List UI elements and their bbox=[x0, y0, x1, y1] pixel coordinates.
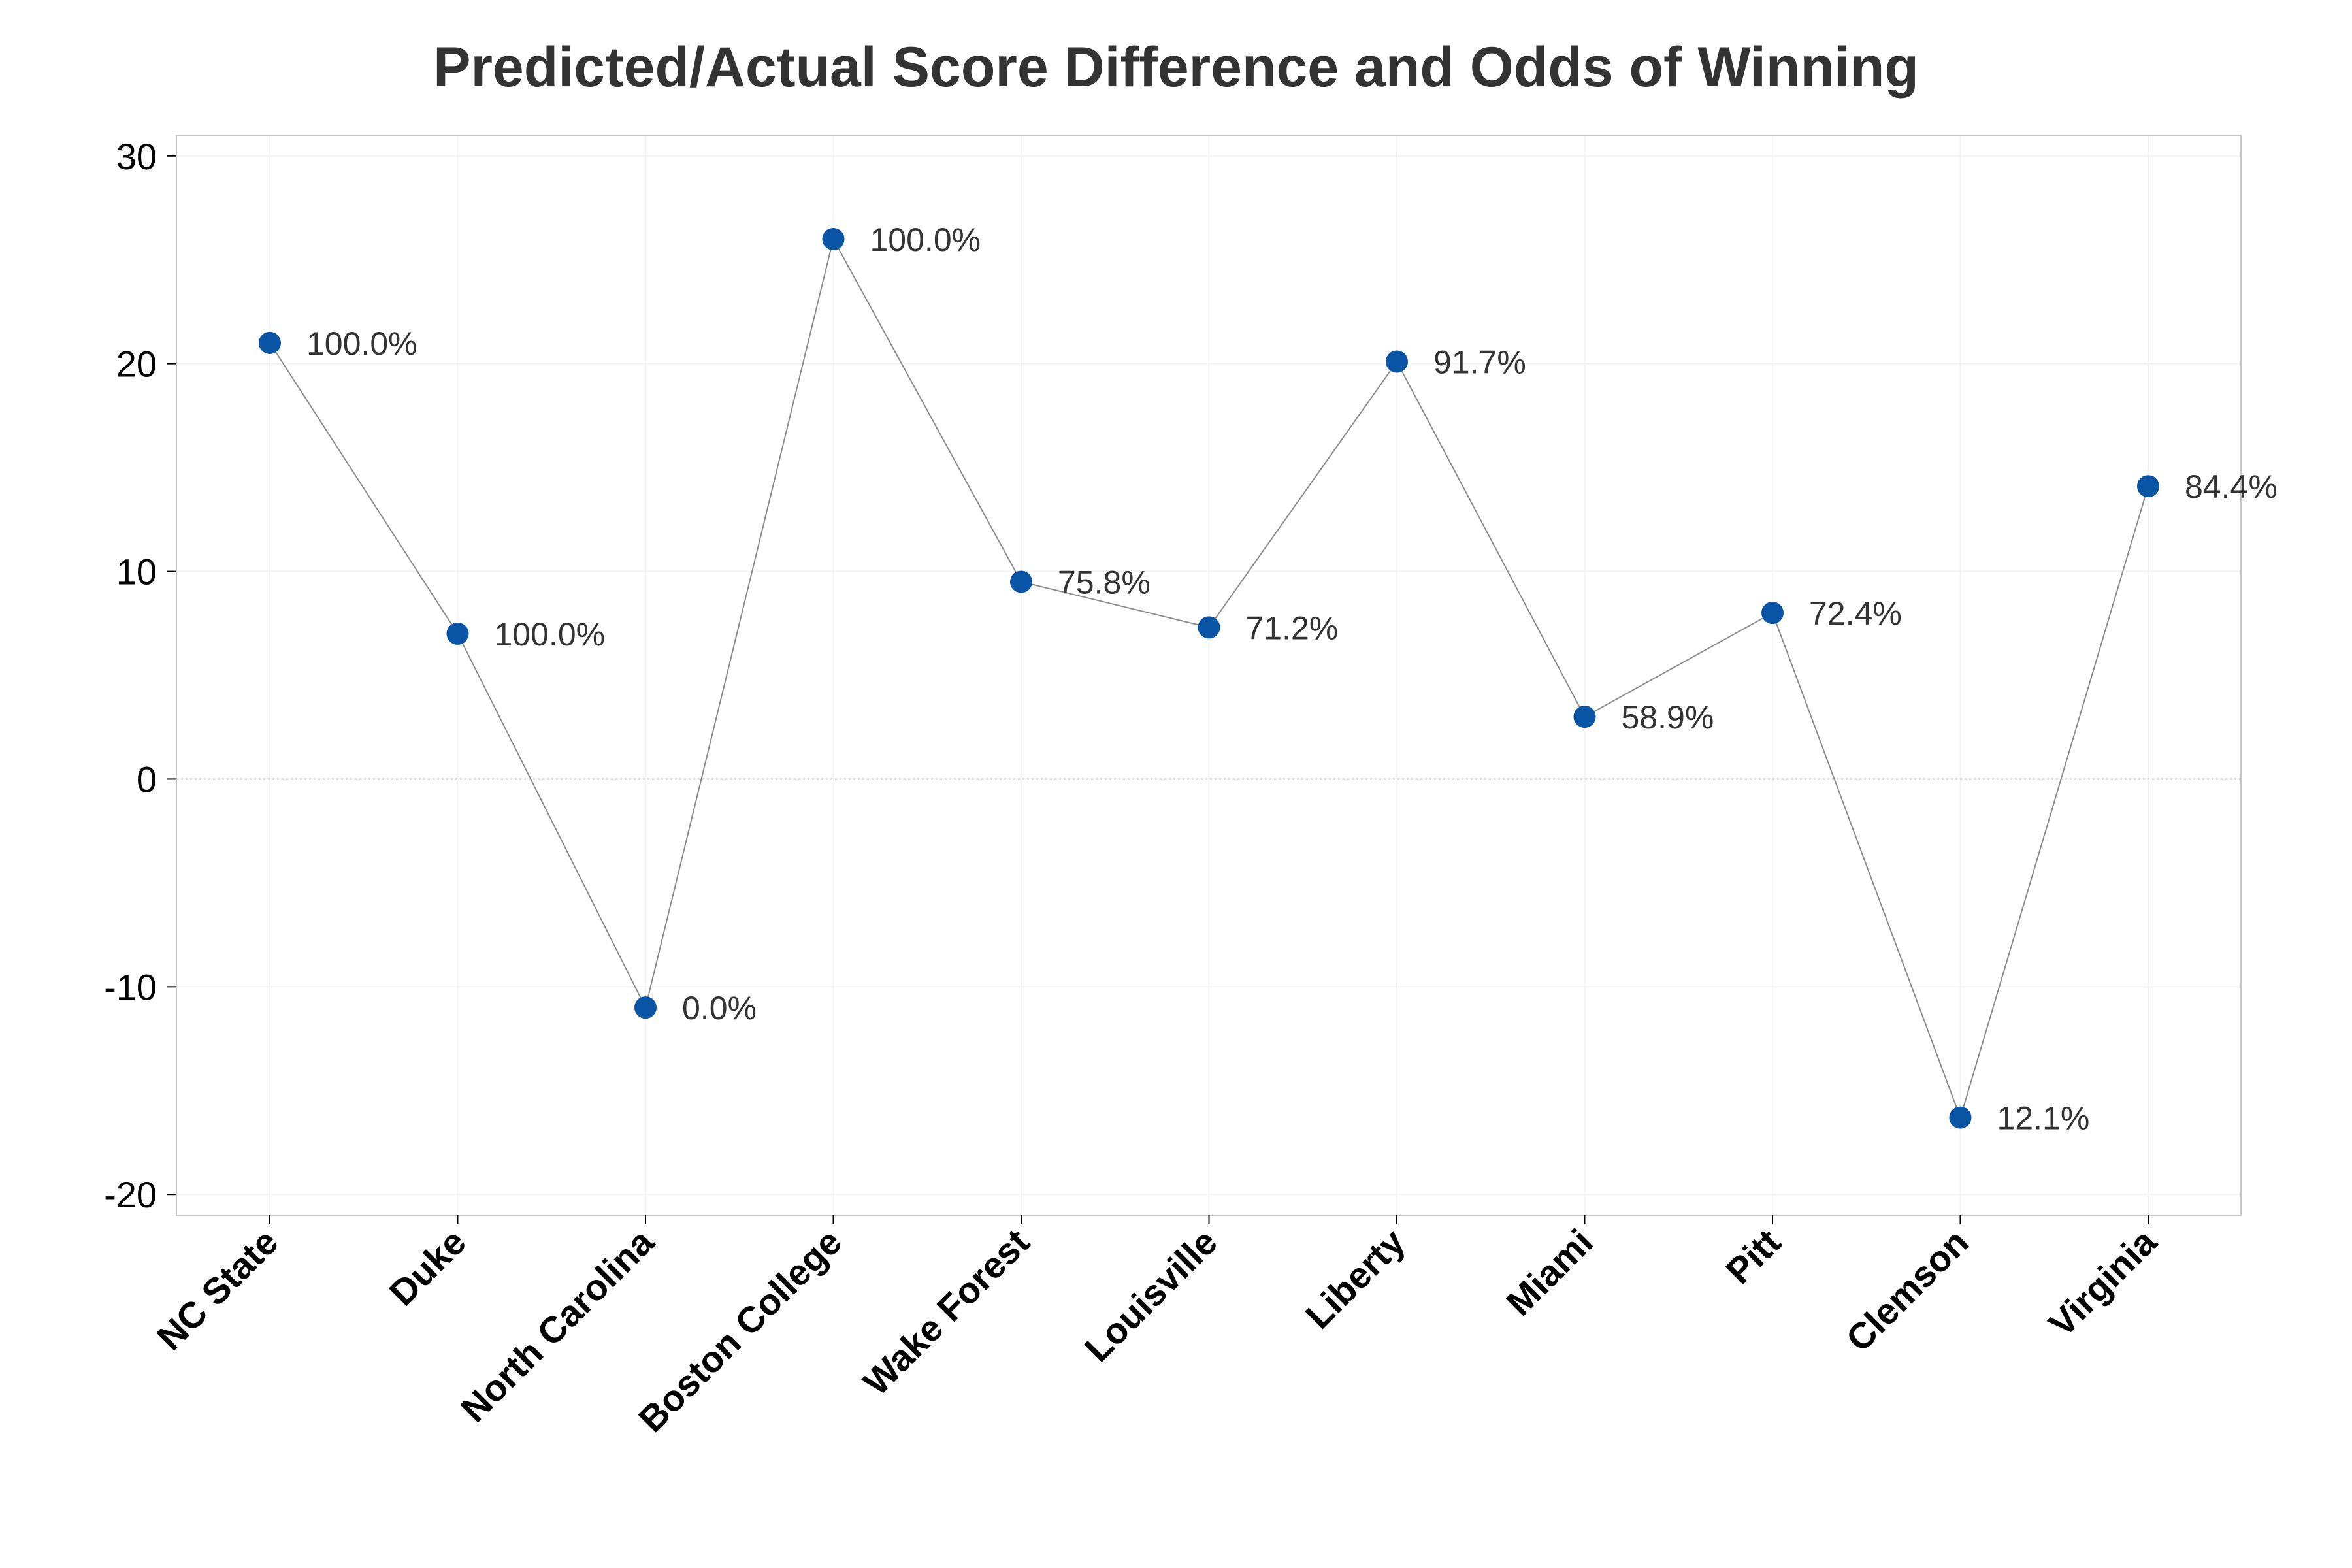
data-label: 12.1% bbox=[1997, 1100, 2090, 1137]
y-tick-label: 0 bbox=[137, 759, 157, 800]
y-tick-label: 20 bbox=[116, 344, 157, 385]
data-label: 84.4% bbox=[2185, 468, 2278, 505]
x-tick-label: Miami bbox=[1498, 1221, 1601, 1324]
x-tick-label: Boston College bbox=[630, 1221, 849, 1440]
y-tick-label: -20 bbox=[104, 1174, 157, 1215]
data-label: 100.0% bbox=[495, 616, 606, 653]
x-tick-label: Clemson bbox=[1838, 1221, 1976, 1360]
y-axis: -20 -10 0 10 20 30 bbox=[104, 136, 176, 1215]
x-tick-label: Wake Forest bbox=[855, 1221, 1037, 1403]
data-labels: 100.0% 100.0% 0.0% 100.0% 75.8% 71.2% 91.7% 58.… bbox=[306, 221, 2278, 1137]
data-point bbox=[1573, 706, 1596, 728]
x-tick-label: NC State bbox=[149, 1221, 286, 1358]
data-point bbox=[2137, 475, 2159, 498]
data-label: 100.0% bbox=[306, 325, 417, 362]
data-label: 71.2% bbox=[1246, 610, 1339, 646]
data-point bbox=[259, 331, 281, 354]
chart-title: Predicted/Actual Score Difference and Od… bbox=[433, 36, 1919, 99]
y-tick-label: -10 bbox=[104, 966, 157, 1007]
x-tick-label: Liberty bbox=[1298, 1221, 1413, 1337]
data-point bbox=[1761, 602, 1784, 625]
data-label: 100.0% bbox=[870, 221, 981, 258]
data-label: 0.0% bbox=[682, 990, 757, 1026]
data-label: 75.8% bbox=[1058, 564, 1151, 600]
x-tick-label: Virginia bbox=[2040, 1220, 2164, 1345]
data-label: 58.9% bbox=[1622, 699, 1714, 736]
x-tick-label: Duke bbox=[382, 1221, 474, 1313]
data-point bbox=[1010, 570, 1032, 593]
y-tick-label: 30 bbox=[116, 136, 157, 177]
data-point bbox=[634, 996, 657, 1019]
x-tick-label: North Carolina bbox=[453, 1220, 662, 1429]
data-label: 91.7% bbox=[1433, 344, 1526, 380]
data-label: 72.4% bbox=[1809, 595, 1902, 632]
grid-layer bbox=[176, 135, 2241, 1215]
x-tick-label: Pitt bbox=[1718, 1221, 1788, 1292]
data-point bbox=[1198, 616, 1220, 639]
y-tick-label: 10 bbox=[116, 551, 157, 593]
data-point bbox=[1949, 1106, 1972, 1129]
x-tick-label: Louisville bbox=[1077, 1221, 1225, 1369]
data-point bbox=[446, 622, 469, 645]
data-points bbox=[259, 227, 2159, 1129]
data-point bbox=[822, 227, 845, 250]
data-point bbox=[1386, 350, 1408, 373]
